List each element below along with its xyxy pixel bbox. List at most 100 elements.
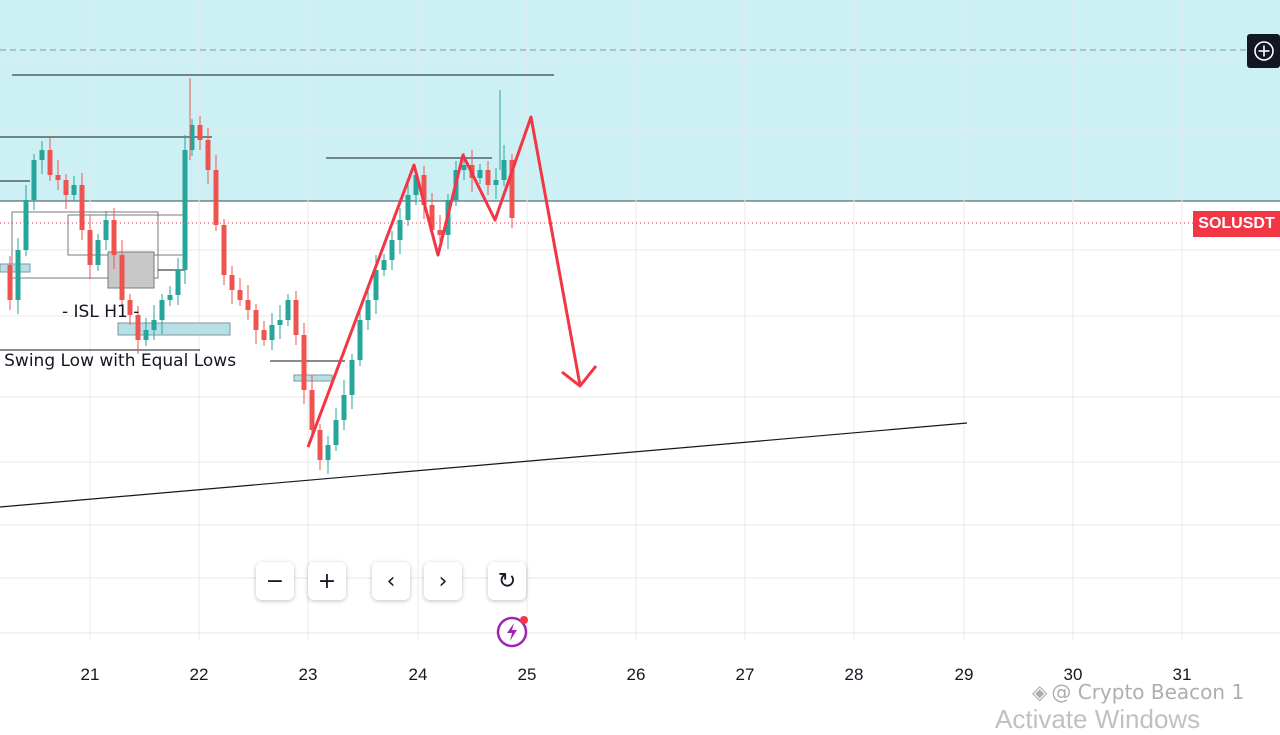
candle-body [15, 250, 21, 300]
x-axis-tick-label: 30 [1063, 665, 1083, 684]
candle-body [111, 220, 117, 255]
zoom-out-button[interactable]: − [256, 562, 294, 600]
symbol-price-badge: SOLUSDT [1193, 211, 1280, 237]
candle-body [167, 295, 173, 300]
candle-body [159, 300, 165, 320]
candle-body [301, 335, 307, 390]
candle-body [389, 240, 395, 260]
candle-body [261, 330, 267, 340]
chart-navigation-toolbar: − + ‹ › ↻ [0, 562, 1280, 602]
candle-body [341, 395, 347, 420]
projection-arrowhead [561, 365, 598, 388]
order-block-box [67, 214, 186, 256]
candle-body [143, 330, 149, 340]
candle-body [421, 175, 427, 205]
candle-body [182, 150, 188, 270]
candle-body [79, 185, 85, 230]
candle-body [245, 300, 251, 310]
candle-body [39, 150, 45, 160]
x-axis-tick-label: 21 [80, 665, 100, 684]
add-crosshair-button[interactable] [1247, 34, 1280, 68]
isl-annotation: - ISL H1 - [62, 302, 140, 322]
candle-body [381, 260, 387, 270]
candle-body [317, 430, 323, 460]
candle-body [461, 165, 467, 170]
swing-low-annotation: l Swing Low with Equal Lows [0, 351, 237, 371]
x-axis-tick-label: 26 [626, 665, 646, 684]
trend-line [0, 422, 968, 508]
candle-body [285, 300, 291, 320]
x-axis-tick-label: 24 [408, 665, 428, 684]
zoom-in-button[interactable]: + [308, 562, 346, 600]
candle-body [197, 125, 203, 140]
candle-body [293, 300, 299, 335]
projection-path [306, 115, 582, 448]
candle-body [429, 205, 435, 230]
candle-body [397, 220, 403, 240]
x-axis-tick-label: 25 [517, 665, 537, 684]
x-axis-tick-label: 27 [735, 665, 755, 684]
reset-chart-button[interactable]: ↻ [488, 562, 526, 600]
candle-body [151, 320, 157, 330]
x-axis-tick-label: 29 [954, 665, 974, 684]
x-axis-tick-label: 23 [298, 665, 318, 684]
candle-body [95, 240, 101, 265]
candle-body [405, 195, 411, 220]
fvg-box [117, 322, 231, 336]
candle-body [237, 290, 243, 300]
lightning-icon [496, 616, 528, 648]
x-axis-tick-label: 31 [1172, 665, 1192, 684]
scroll-right-button[interactable]: › [424, 562, 462, 600]
x-axis-tick-label: 22 [189, 665, 209, 684]
chart-canvas[interactable] [0, 0, 1280, 720]
candle-body [119, 255, 125, 300]
supply-zone [0, 0, 1280, 201]
candle-body [325, 445, 331, 460]
candle-body [189, 125, 195, 150]
candle-body [229, 275, 235, 290]
candle-body [493, 180, 499, 185]
candle-body [213, 170, 219, 225]
scroll-left-button[interactable]: ‹ [372, 562, 410, 600]
candle-body [31, 160, 37, 200]
candle-body [357, 320, 363, 360]
order-block-box [107, 251, 155, 289]
candle-body [221, 225, 227, 275]
candle-body [501, 160, 507, 180]
candle-body [103, 220, 109, 240]
lightning-button[interactable] [496, 614, 530, 648]
diamond-logo-icon: ◈ [1032, 680, 1048, 704]
candle-body [349, 360, 355, 395]
candle-body [87, 230, 93, 265]
order-block-box [11, 211, 159, 279]
candle-body [7, 265, 13, 300]
fvg-box [293, 374, 333, 382]
candle-body [365, 300, 371, 320]
candle-body [55, 175, 61, 180]
candle-body [333, 420, 339, 445]
x-axis-tick-label: 28 [844, 665, 864, 684]
plus-circle-icon [1253, 41, 1274, 61]
candle-body [269, 325, 275, 340]
candle-body [23, 200, 29, 250]
candle-body [71, 185, 77, 195]
watermark: ◈ @ Crypto Beacon 1 [1032, 680, 1244, 704]
fvg-box [0, 263, 31, 273]
candle-body [413, 175, 419, 195]
candle-body [309, 390, 315, 430]
watermark-text: @ Crypto Beacon 1 [1051, 680, 1245, 704]
candle-body [485, 170, 491, 185]
candle-body [135, 315, 141, 340]
candle-body [437, 230, 443, 235]
candle-body [63, 180, 69, 195]
candle-body [477, 170, 483, 178]
candle-body [373, 270, 379, 300]
candle-body [47, 150, 53, 175]
candle-body [175, 270, 181, 295]
candle-body [205, 140, 211, 170]
candle-body [253, 310, 259, 330]
candle-body [127, 300, 133, 315]
candle-body [509, 160, 515, 218]
candle-body [277, 320, 283, 325]
